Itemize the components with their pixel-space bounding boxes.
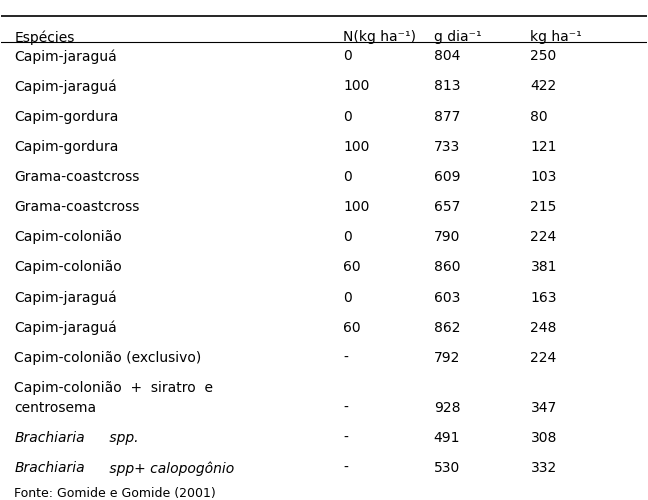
Text: Capim-jaraguá: Capim-jaraguá bbox=[14, 321, 117, 336]
Text: -: - bbox=[343, 431, 348, 445]
Text: 0: 0 bbox=[343, 170, 352, 184]
Text: Brachiaria: Brachiaria bbox=[14, 461, 85, 475]
Text: Grama-coastcross: Grama-coastcross bbox=[14, 200, 140, 214]
Text: 0: 0 bbox=[343, 290, 352, 304]
Text: centrosema: centrosema bbox=[14, 400, 97, 414]
Text: Capim-jaraguá: Capim-jaraguá bbox=[14, 50, 117, 64]
Text: 491: 491 bbox=[434, 431, 460, 445]
Text: 332: 332 bbox=[531, 461, 557, 475]
Text: 877: 877 bbox=[434, 110, 460, 124]
Text: 308: 308 bbox=[531, 431, 557, 445]
Text: 163: 163 bbox=[531, 290, 557, 304]
Text: N(kg ha⁻¹): N(kg ha⁻¹) bbox=[343, 30, 417, 44]
Text: 0: 0 bbox=[343, 50, 352, 64]
Text: 804: 804 bbox=[434, 50, 460, 64]
Text: 0: 0 bbox=[343, 110, 352, 124]
Text: kg ha⁻¹: kg ha⁻¹ bbox=[531, 30, 582, 44]
Text: 100: 100 bbox=[343, 140, 370, 154]
Text: Capim-colonião: Capim-colonião bbox=[14, 260, 122, 274]
Text: 215: 215 bbox=[531, 200, 557, 214]
Text: 790: 790 bbox=[434, 230, 460, 244]
Text: 80: 80 bbox=[531, 110, 548, 124]
Text: 103: 103 bbox=[531, 170, 557, 184]
Text: spp+ calopogônio: spp+ calopogônio bbox=[105, 461, 235, 475]
Text: 60: 60 bbox=[343, 321, 361, 335]
Text: Capim-colonião  +  siratro  e: Capim-colonião + siratro e bbox=[14, 381, 213, 395]
Text: 862: 862 bbox=[434, 321, 460, 335]
Text: 224: 224 bbox=[531, 351, 557, 365]
Text: 733: 733 bbox=[434, 140, 460, 154]
Text: 60: 60 bbox=[343, 260, 361, 274]
Text: Capim-gordura: Capim-gordura bbox=[14, 140, 119, 154]
Text: 603: 603 bbox=[434, 290, 460, 304]
Text: 100: 100 bbox=[343, 200, 370, 214]
Text: 813: 813 bbox=[434, 80, 460, 94]
Text: 381: 381 bbox=[531, 260, 557, 274]
Text: 530: 530 bbox=[434, 461, 460, 475]
Text: 121: 121 bbox=[531, 140, 557, 154]
Text: 657: 657 bbox=[434, 200, 460, 214]
Text: Brachiaria: Brachiaria bbox=[14, 431, 85, 445]
Text: Capim-colonião (exclusivo): Capim-colonião (exclusivo) bbox=[14, 351, 202, 365]
Text: -: - bbox=[343, 461, 348, 475]
Text: Capim-jaraguá: Capim-jaraguá bbox=[14, 80, 117, 94]
Text: 860: 860 bbox=[434, 260, 460, 274]
Text: 250: 250 bbox=[531, 50, 557, 64]
Text: 928: 928 bbox=[434, 400, 460, 414]
Text: -: - bbox=[343, 400, 348, 414]
Text: 609: 609 bbox=[434, 170, 460, 184]
Text: Espécies: Espécies bbox=[14, 30, 75, 44]
Text: 792: 792 bbox=[434, 351, 460, 365]
Text: 422: 422 bbox=[531, 80, 557, 94]
Text: 224: 224 bbox=[531, 230, 557, 244]
Text: Capim-jaraguá: Capim-jaraguá bbox=[14, 290, 117, 305]
Text: 0: 0 bbox=[343, 230, 352, 244]
Text: Capim-gordura: Capim-gordura bbox=[14, 110, 119, 124]
Text: Fonte: Gomide e Gomide (2001): Fonte: Gomide e Gomide (2001) bbox=[14, 487, 216, 500]
Text: -: - bbox=[343, 351, 348, 365]
Text: 347: 347 bbox=[531, 400, 557, 414]
Text: Capim-colonião: Capim-colonião bbox=[14, 230, 122, 244]
Text: 248: 248 bbox=[531, 321, 557, 335]
Text: spp.: spp. bbox=[105, 431, 139, 445]
Text: 100: 100 bbox=[343, 80, 370, 94]
Text: g dia⁻¹: g dia⁻¹ bbox=[434, 30, 481, 44]
Text: Grama-coastcross: Grama-coastcross bbox=[14, 170, 140, 184]
